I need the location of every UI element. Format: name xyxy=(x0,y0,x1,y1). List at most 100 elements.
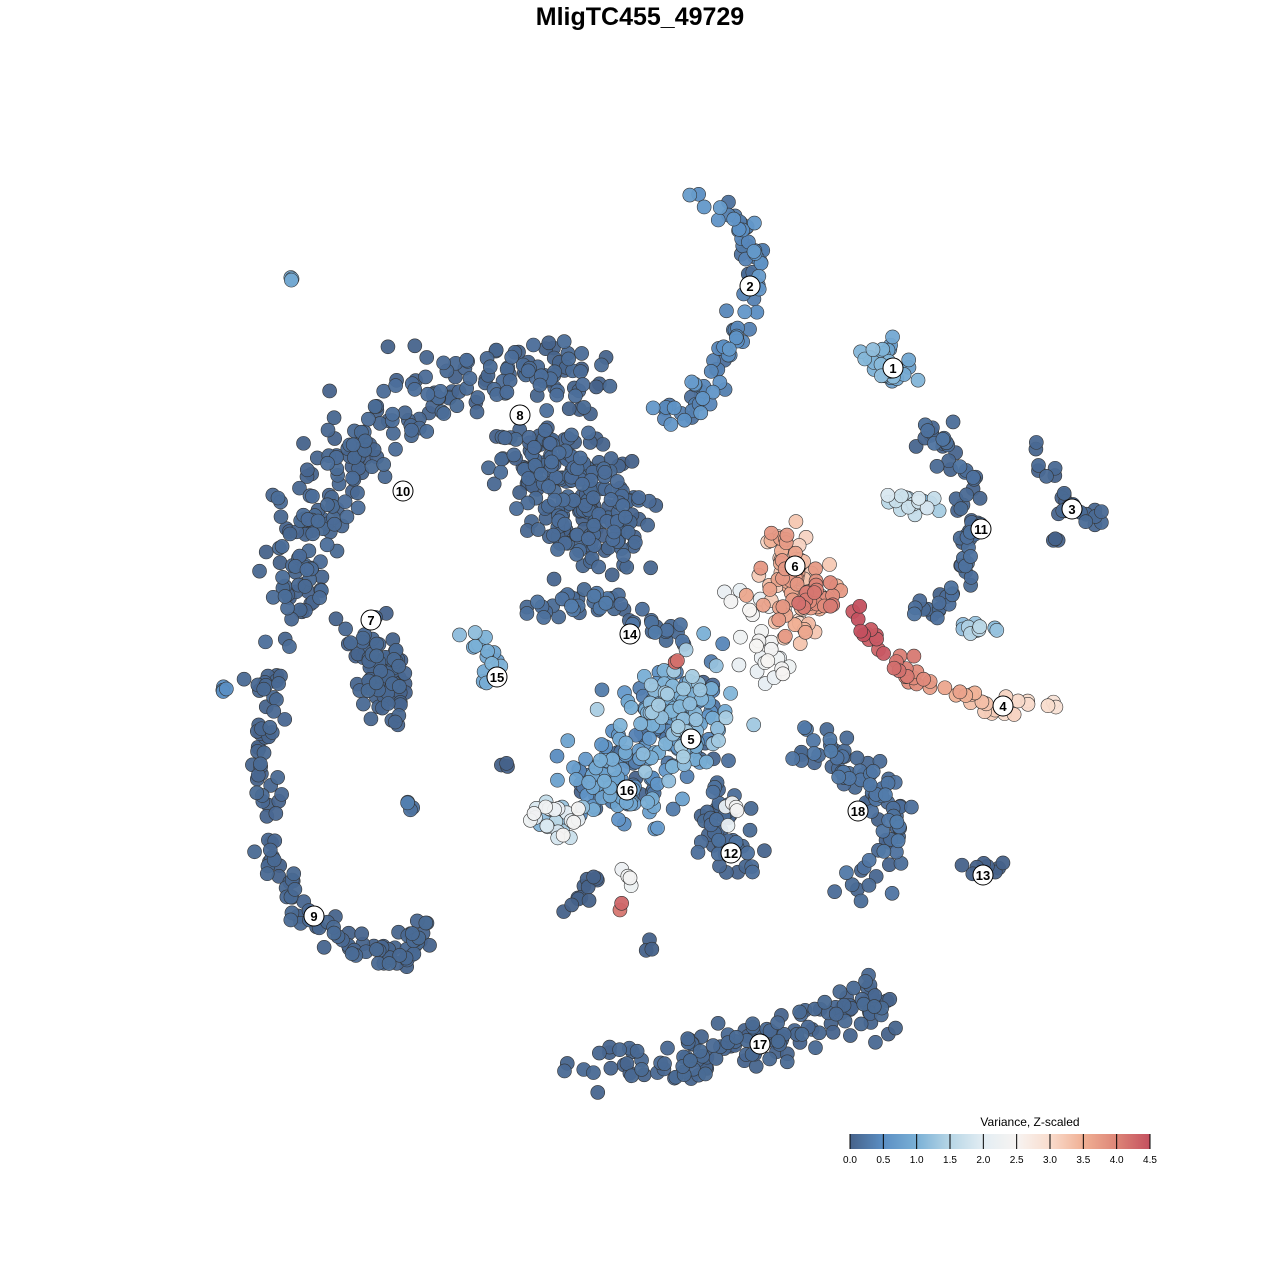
data-point xyxy=(277,712,293,727)
data-point xyxy=(742,602,757,618)
data-point xyxy=(771,612,787,628)
data-point xyxy=(931,595,947,611)
data-point xyxy=(764,525,779,541)
data-point xyxy=(862,777,878,793)
data-point xyxy=(787,617,803,633)
data-point xyxy=(376,383,391,399)
data-point xyxy=(316,939,332,955)
data-point xyxy=(550,542,565,557)
data-point xyxy=(537,423,553,438)
data-point xyxy=(597,464,613,480)
legend-tick-label: 3.5 xyxy=(1076,1155,1090,1166)
cluster-label-text: 3 xyxy=(1068,502,1075,517)
data-point xyxy=(876,844,892,859)
cluster-label-4: 4 xyxy=(992,695,1014,717)
cluster-label-badge xyxy=(486,666,508,688)
data-point xyxy=(566,815,582,830)
data-point xyxy=(696,199,712,215)
data-point xyxy=(533,466,549,482)
data-point xyxy=(858,974,873,989)
legend-tick-label: 1.0 xyxy=(910,1155,924,1166)
data-point xyxy=(419,424,435,439)
cluster-label-18: 18 xyxy=(847,800,869,822)
data-point xyxy=(320,497,335,513)
data-point xyxy=(557,516,573,532)
data-point xyxy=(506,447,522,463)
data-point xyxy=(310,513,326,529)
data-point xyxy=(1031,458,1046,473)
data-point xyxy=(756,597,771,613)
cluster-label-1: 1 xyxy=(882,357,904,379)
data-point xyxy=(287,882,303,897)
data-point xyxy=(822,557,837,572)
data-point xyxy=(628,535,643,550)
cluster-label-11: 11 xyxy=(970,518,992,540)
data-point xyxy=(385,406,400,422)
data-point xyxy=(326,925,342,941)
data-point xyxy=(850,611,866,627)
data-point xyxy=(637,764,653,780)
data-point xyxy=(660,1040,675,1056)
data-point xyxy=(258,634,273,650)
data-point xyxy=(876,646,891,661)
data-point xyxy=(542,436,558,451)
data-point xyxy=(532,377,548,393)
data-point xyxy=(937,680,953,696)
data-point xyxy=(561,401,577,417)
data-point xyxy=(670,719,686,734)
data-point xyxy=(889,814,905,830)
data-point xyxy=(343,635,358,651)
data-point xyxy=(861,878,877,893)
data-point xyxy=(603,492,619,507)
data-point xyxy=(721,753,736,769)
data-point xyxy=(595,437,611,452)
legend-tick-label: 3.0 xyxy=(1043,1155,1057,1166)
cluster-label-3: 3 xyxy=(1061,498,1083,520)
data-point xyxy=(738,588,754,603)
data-point xyxy=(1040,698,1056,714)
data-point xyxy=(965,470,981,485)
data-point xyxy=(575,476,590,492)
cluster-label-text: 8 xyxy=(516,408,523,423)
cluster-label-text: 2 xyxy=(746,279,753,294)
data-point xyxy=(369,942,384,957)
data-point xyxy=(1029,435,1044,450)
data-point xyxy=(564,427,579,443)
cluster-label-text: 11 xyxy=(974,522,988,537)
data-point xyxy=(564,598,579,614)
data-point xyxy=(581,775,597,790)
data-point xyxy=(853,623,869,639)
data-point xyxy=(367,399,383,414)
cluster-label-badge xyxy=(847,800,869,822)
data-point xyxy=(884,886,900,901)
cluster-label-7: 7 xyxy=(360,609,382,631)
data-point xyxy=(586,1065,601,1080)
data-point xyxy=(297,579,313,594)
data-point xyxy=(603,1060,619,1076)
data-point xyxy=(673,617,688,632)
data-point xyxy=(647,625,663,640)
cluster-label-5: 5 xyxy=(680,728,702,750)
data-point xyxy=(808,561,823,577)
data-point xyxy=(806,733,821,748)
data-point xyxy=(839,865,854,880)
data-point xyxy=(852,598,868,614)
data-point xyxy=(797,720,812,735)
data-point xyxy=(635,746,651,762)
data-point xyxy=(345,437,361,453)
data-point xyxy=(762,1051,777,1067)
data-point xyxy=(509,501,524,516)
cluster-label-badge xyxy=(970,518,992,540)
data-point xyxy=(604,567,620,583)
data-point xyxy=(573,364,588,379)
data-point xyxy=(794,1027,810,1042)
data-point xyxy=(433,383,448,399)
data-point xyxy=(589,702,605,717)
data-point xyxy=(494,451,509,467)
data-point xyxy=(753,560,769,576)
data-point xyxy=(588,379,604,395)
data-point xyxy=(322,383,337,399)
data-point xyxy=(711,832,727,848)
data-point xyxy=(581,893,597,908)
data-point xyxy=(828,1006,844,1022)
